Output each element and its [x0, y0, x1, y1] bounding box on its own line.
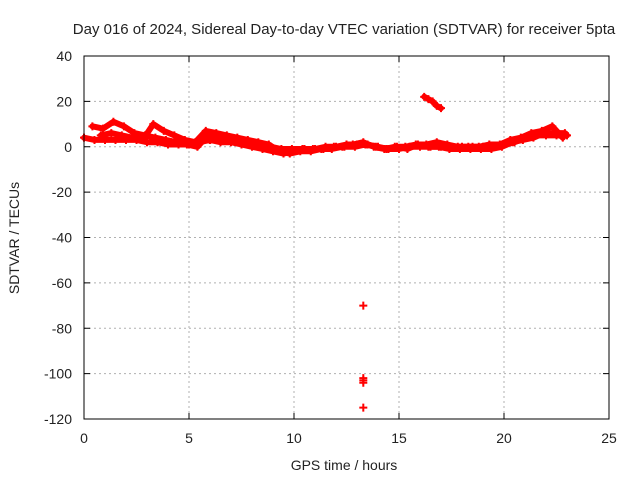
data-point [495, 140, 504, 149]
y-tick-label: -60 [52, 275, 72, 291]
data-point [464, 142, 473, 151]
data-point [390, 142, 399, 151]
data-point [191, 138, 200, 147]
data-point [233, 133, 242, 142]
data-point [117, 131, 126, 140]
x-axis-label: GPS time / hours [291, 457, 398, 473]
data-point [437, 104, 445, 113]
data-point [359, 403, 368, 412]
data-point [516, 133, 525, 142]
data-point [98, 124, 107, 133]
data-point [474, 142, 483, 151]
data-point [537, 126, 546, 135]
series-band-c [96, 120, 567, 158]
data-point [201, 126, 210, 135]
data-point [317, 145, 326, 154]
data-point [151, 133, 160, 142]
y-axis-label: SDTVAR / TECUs [6, 182, 22, 294]
data-point [453, 142, 462, 151]
x-tick-label: 15 [391, 430, 407, 446]
data-point [111, 135, 120, 144]
data-point [443, 140, 452, 149]
data-point [296, 147, 305, 156]
data-point [243, 135, 252, 144]
data-point [254, 138, 263, 147]
data-point [422, 140, 431, 149]
data-point [548, 122, 557, 131]
series-layer [80, 92, 571, 412]
data-point [107, 129, 116, 138]
data-point [275, 147, 284, 156]
data-point [380, 145, 389, 154]
data-point [348, 140, 357, 149]
data-point [264, 140, 273, 149]
data-point [180, 135, 189, 144]
data-point [212, 129, 221, 138]
data-point [359, 378, 368, 387]
data-point [485, 140, 494, 149]
y-tick-label: -40 [52, 230, 72, 246]
y-tick-label: 20 [56, 93, 72, 109]
data-point [424, 95, 433, 104]
data-point [411, 140, 420, 149]
data-point [88, 122, 97, 131]
series-arc-16h [420, 92, 445, 113]
data-point [432, 101, 441, 110]
series-outliers-13h [359, 301, 368, 412]
data-point [285, 149, 294, 158]
data-point [369, 142, 378, 151]
data-point [428, 97, 437, 106]
data-point [558, 133, 567, 142]
data-point [119, 122, 128, 131]
data-point [222, 131, 231, 140]
data-point [327, 145, 336, 154]
ticks: 0 5 10 15 20 25 -120 -100 -80 -60 -40 -20 0 20 40 [44, 48, 617, 446]
data-point [432, 138, 441, 147]
data-point [338, 142, 347, 151]
data-point [138, 135, 147, 144]
x-tick-label: 5 [185, 430, 193, 446]
data-point [506, 135, 515, 144]
data-point [109, 117, 118, 126]
data-point [359, 138, 368, 147]
x-tick-label: 20 [496, 430, 512, 446]
data-point [161, 135, 170, 144]
chart-title: Day 016 of 2024, Sidereal Day-to-day VTE… [73, 21, 616, 38]
y-tick-label: 0 [64, 139, 72, 155]
data-point [96, 131, 105, 140]
data-point [359, 301, 368, 310]
y-tick-label: -120 [44, 411, 72, 427]
data-point [149, 120, 158, 129]
data-point [90, 135, 99, 144]
data-point [527, 129, 536, 138]
x-tick-label: 10 [286, 430, 302, 446]
y-tick-label: 40 [56, 48, 72, 64]
data-point [128, 133, 137, 142]
y-tick-label: -20 [52, 184, 72, 200]
y-tick-label: -80 [52, 320, 72, 336]
data-point [306, 147, 315, 156]
data-point [170, 131, 179, 140]
x-tick-label: 25 [601, 430, 617, 446]
data-point [420, 92, 429, 101]
data-point [159, 126, 168, 135]
y-tick-label: -100 [44, 366, 72, 382]
data-point [401, 142, 410, 151]
x-tick-label: 0 [80, 430, 88, 446]
grid [84, 56, 609, 419]
